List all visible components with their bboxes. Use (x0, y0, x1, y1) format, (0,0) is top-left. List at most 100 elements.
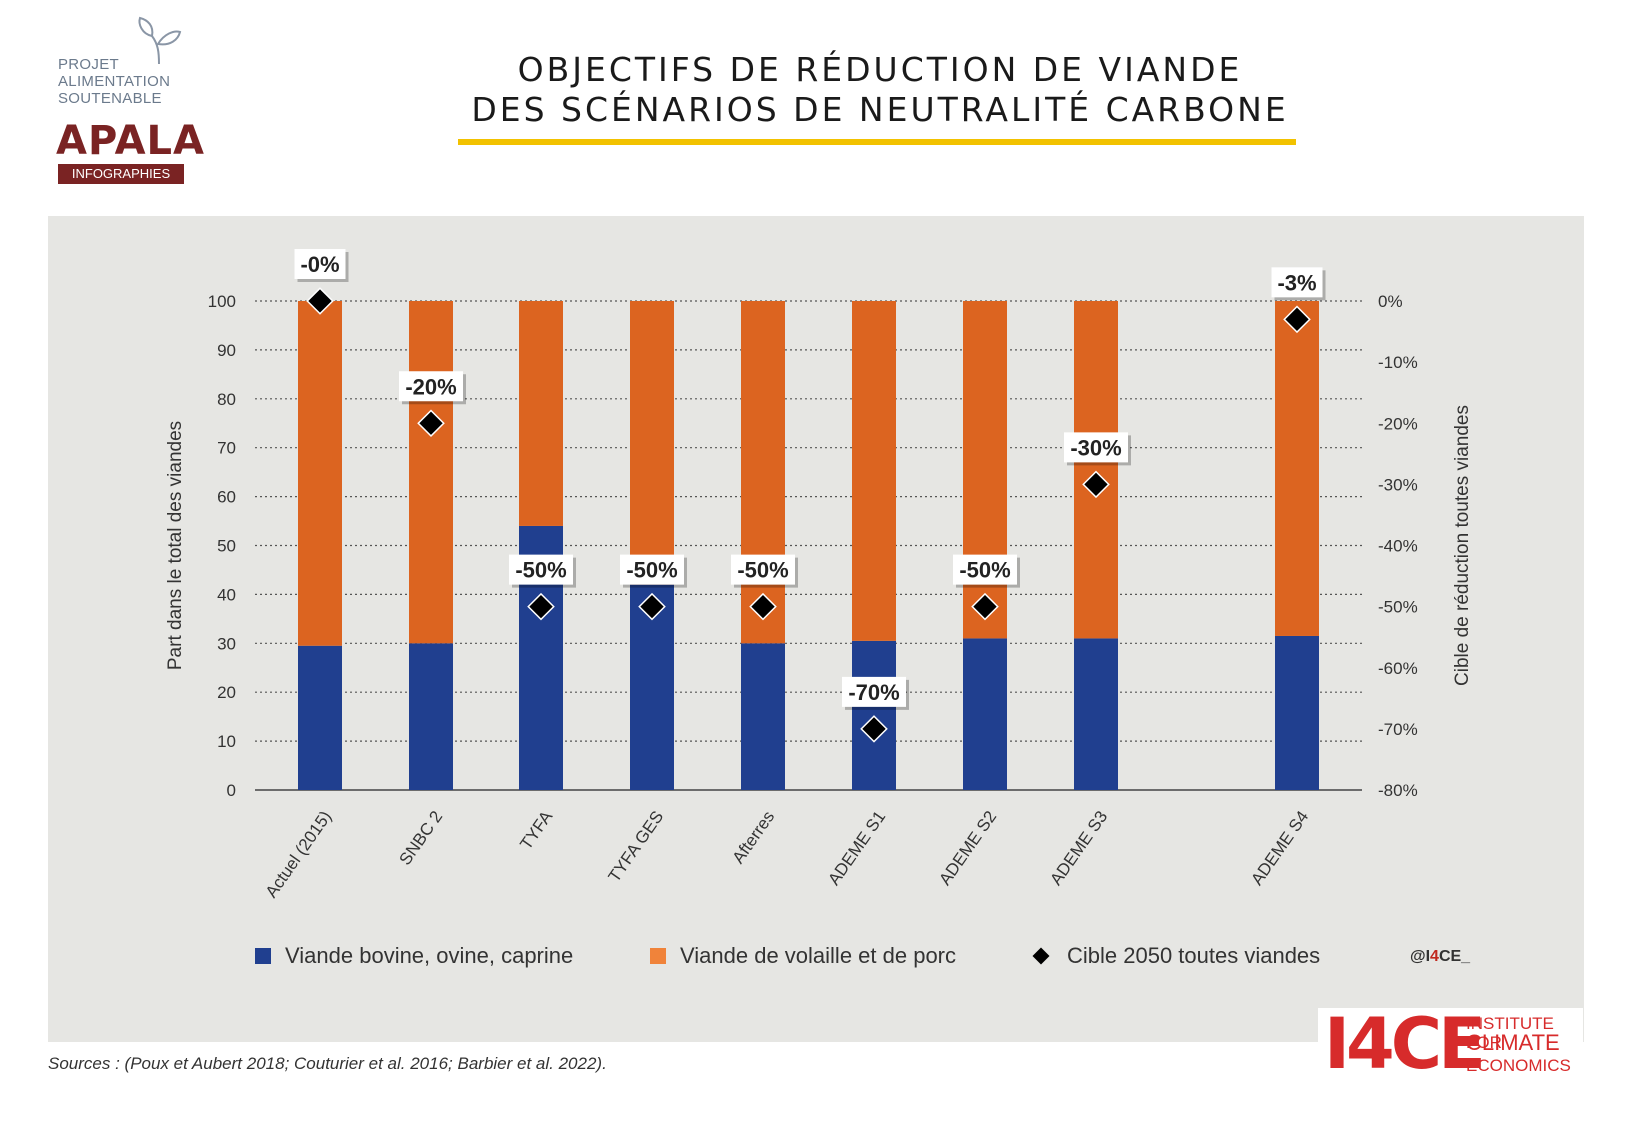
y-tick-label: 80 (217, 390, 236, 409)
i4ce-line-1: INSTITUTE FOR (1466, 1014, 1554, 1052)
y2-tick-label: -50% (1378, 598, 1418, 617)
bar-bovine (1275, 635, 1319, 790)
x-tick-label: SNBC 2 (395, 807, 446, 868)
y2-tick-label: -60% (1378, 659, 1418, 678)
legend-label-bovine: Viande bovine, ovine, caprine (285, 943, 574, 968)
bar-bovine (1074, 638, 1118, 790)
target-marker (417, 409, 445, 438)
target-label-box (620, 554, 684, 585)
legend-item-target: Cible 2050 toutes viandes (1031, 943, 1320, 969)
y-tick-label: 10 (217, 732, 236, 751)
bar-bovine (963, 638, 1007, 790)
y2-tick-label: -20% (1378, 414, 1418, 433)
target-marker (306, 287, 334, 315)
y-tick-label: 20 (217, 683, 236, 702)
target-label: -3% (1277, 270, 1316, 295)
x-tick-label: ADEME S2 (935, 807, 1000, 888)
target-label: -70% (848, 680, 899, 705)
logo-line-3: SOUTENABLE (58, 90, 162, 107)
sources-note: Sources : (Poux et Aubert 2018; Couturie… (48, 1054, 607, 1073)
bar-bovine (298, 645, 342, 790)
y-tick-label: 70 (217, 439, 236, 458)
y-tick-label: 30 (217, 634, 236, 653)
y2-tick-label: -70% (1378, 720, 1418, 739)
logo-line-2: ALIMENTATION (58, 73, 171, 90)
y-tick-label: 100 (208, 292, 236, 311)
i4ce-logo: I4CE INSTITUTE FOR CLIMATE ECONOMICS (1318, 1004, 1583, 1084)
legend-item-poultry: Viande de volaille et de porc (650, 943, 956, 969)
bar-bovine (409, 643, 453, 790)
target-label: -50% (626, 558, 677, 583)
page-title: OBJECTIFS DE RÉDUCTION DE VIANDE DES SCÉ… (440, 50, 1320, 130)
title-line-1: OBJECTIFS DE RÉDUCTION DE VIANDE (517, 50, 1243, 89)
target-label: -0% (300, 252, 339, 277)
y2-tick-label: -10% (1378, 353, 1418, 372)
diamond-icon (1032, 947, 1050, 965)
target-marker (860, 715, 888, 743)
legend-label-target: Cible 2050 toutes viandes (1067, 943, 1321, 968)
bar-bovine (741, 643, 785, 790)
target-label-box (953, 554, 1017, 585)
i4ce-handle: @I4CE_ (1410, 948, 1470, 966)
bar-poultry (1074, 301, 1118, 639)
i4ce-line-2: CLIMATE (1466, 1030, 1560, 1055)
y2-axis-title: Cible de réduction toutes viandes (1452, 405, 1473, 686)
title-underline (458, 139, 1296, 145)
y-tick-label: 50 (217, 537, 236, 556)
handle-four: 4 (1430, 948, 1439, 965)
bar-poultry (1275, 301, 1319, 636)
target-label-box (509, 554, 573, 585)
legend-label-poultry: Viande de volaille et de porc (680, 943, 957, 968)
apala-logo: PROJET ALIMENTATION SOUTENABLE APALA INF… (52, 14, 204, 184)
bar-poultry (852, 301, 896, 641)
y2-tick-label: -30% (1378, 475, 1418, 494)
i4ce-line-3: ECONOMICS (1466, 1056, 1571, 1075)
target-marker (971, 592, 999, 621)
logo-tagline: INFOGRAPHIES (58, 164, 184, 184)
target-label-box (731, 554, 795, 585)
target-marker (1283, 305, 1311, 334)
bar-poultry (741, 301, 785, 644)
target-label: -50% (737, 558, 788, 583)
target-label-box (842, 676, 906, 707)
target-label: -50% (959, 558, 1010, 583)
x-tick-label: TYFA (516, 807, 556, 853)
legend-swatch-bovine (255, 948, 271, 964)
y-tick-label: 0 (227, 781, 236, 800)
y-tick-label: 40 (217, 585, 236, 604)
target-label: -50% (515, 558, 566, 583)
i4ce-mark: I4CE (1324, 1003, 1486, 1085)
handle-suffix: CE_ (1438, 948, 1471, 965)
x-tick-label: Afterres (729, 807, 779, 867)
handle-prefix: @I (1410, 948, 1431, 965)
target-marker (638, 592, 666, 621)
logo-line-1: PROJET (58, 56, 119, 73)
y2-tick-label: 0% (1378, 292, 1403, 311)
legend-swatch-poultry (650, 948, 666, 964)
bar-poultry (298, 301, 342, 646)
sprout-icon (138, 16, 182, 65)
y2-tick-label: -80% (1378, 781, 1418, 800)
target-marker (527, 592, 555, 621)
target-label-box (399, 371, 463, 402)
bar-poultry (519, 301, 563, 526)
target-marker (749, 592, 777, 621)
x-tick-label: ADEME S1 (824, 807, 889, 888)
target-label: -20% (405, 374, 456, 399)
target-marker (1082, 470, 1110, 499)
bar-poultry (409, 301, 453, 644)
bar-poultry (630, 301, 674, 585)
bar-poultry (963, 301, 1007, 639)
y-tick-label: 90 (217, 341, 236, 360)
x-tick-label: Actuel (2015) (262, 807, 336, 901)
x-tick-label: ADEME S4 (1247, 807, 1312, 888)
x-tick-label: ADEME S3 (1046, 807, 1111, 888)
target-label-box (1064, 432, 1128, 463)
y2-tick-label: -40% (1378, 537, 1418, 556)
target-label-box (294, 249, 346, 279)
target-label-box (1271, 267, 1323, 298)
x-tick-label: TYFA GES (605, 807, 668, 885)
y-tick-label: 60 (217, 488, 236, 507)
legend-item-bovine: Viande bovine, ovine, caprine (255, 943, 573, 969)
